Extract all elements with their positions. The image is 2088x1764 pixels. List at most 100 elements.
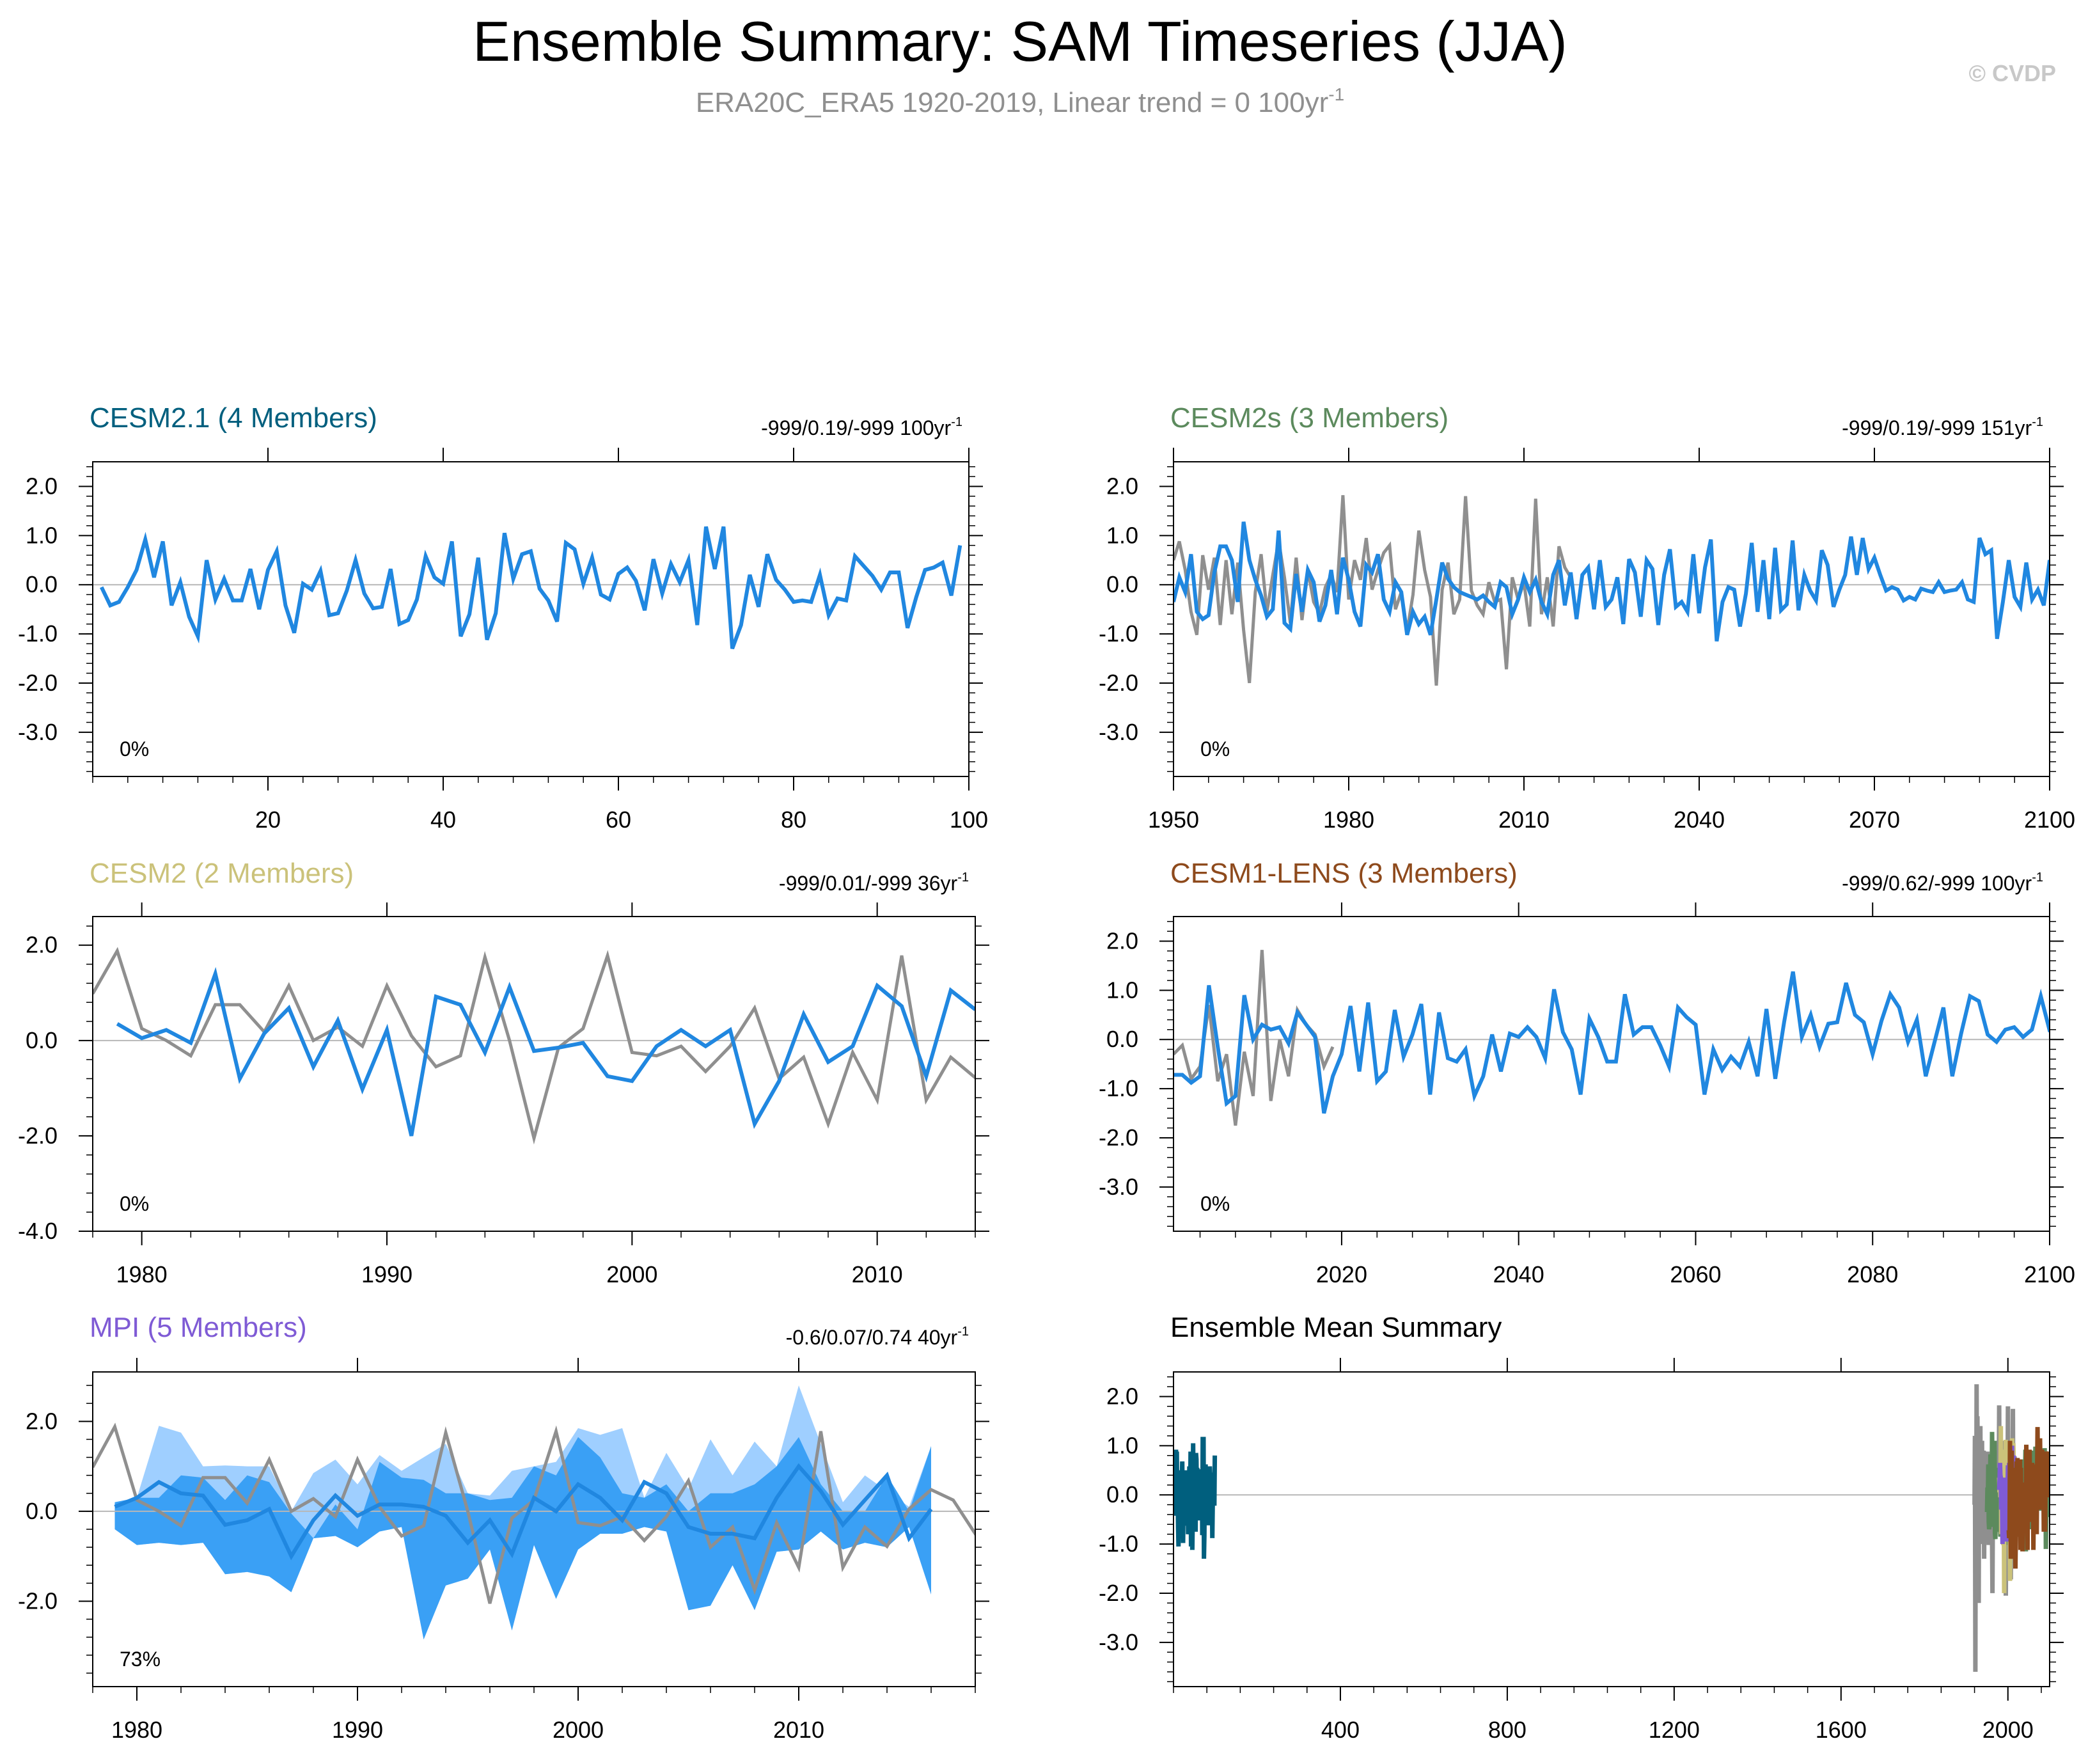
x-tick-label: 1990 <box>361 1261 412 1288</box>
panel-stats-sup: -1 <box>957 870 969 885</box>
x-tick-label: 1980 <box>111 1717 162 1743</box>
panel-title: CESM2s (3 Members) <box>1170 402 1448 434</box>
x-tick-label: 800 <box>1488 1717 1527 1743</box>
panels: CESM2.1 (4 Members) -999/0.19/-999 100yr-… <box>18 402 2075 1743</box>
x-tick-label: 1200 <box>1649 1717 1700 1743</box>
y-tick-label: 1.0 <box>1106 977 1138 1003</box>
y-tick-label: 0.0 <box>26 571 58 597</box>
series-line-ensemble-member <box>99 526 962 650</box>
panel-stats-sup: -1 <box>2032 870 2043 885</box>
figure-title: Ensemble Summary: SAM Timeseries (JJA) <box>473 10 1567 73</box>
plot-area <box>93 947 975 1145</box>
percent-label: 0% <box>1200 1192 1230 1215</box>
y-tick-label: -4.0 <box>18 1218 58 1244</box>
x-tick-label: 2060 <box>1670 1261 1721 1288</box>
x-tick-label: 1980 <box>1323 807 1374 833</box>
y-tick-label: -1.0 <box>1099 620 1138 647</box>
x-tick-label: 2040 <box>1674 807 1725 833</box>
y-tick-label: 2.0 <box>26 932 58 958</box>
y-tick-label: 2.0 <box>1106 927 1138 954</box>
y-tick-label: 1.0 <box>26 522 58 548</box>
panel-cesm1lens: CESM1-LENS (3 Members) -999/0.62/-999 100… <box>1099 858 2075 1288</box>
y-tick-label: -2.0 <box>18 1587 58 1614</box>
x-tick-label: 2000 <box>553 1717 604 1743</box>
x-tick-label: 2020 <box>1316 1261 1367 1288</box>
plot-frame <box>92 916 976 1232</box>
panel-stats-text: -999/0.19/-999 151yr <box>1842 416 2032 439</box>
percent-label: 73% <box>120 1648 161 1671</box>
y-tick-label: 1.0 <box>1106 522 1138 548</box>
y-tick-label: -3.0 <box>18 719 58 745</box>
copyright-label: © CVDP <box>1968 60 2056 86</box>
percent-label: 0% <box>120 737 149 760</box>
panel-stats-text: -999/0.01/-999 36yr <box>779 872 958 895</box>
panel-stats-text: -999/0.62/-999 100yr <box>1842 872 2032 895</box>
plot-area <box>1174 1384 2050 1672</box>
panel-stats-sup: -1 <box>951 415 962 429</box>
y-tick-label: -2.0 <box>1099 1124 1138 1151</box>
x-tick-label: 2010 <box>773 1717 824 1743</box>
x-tick-label: 60 <box>606 807 631 833</box>
panel-stats-sup: -1 <box>957 1325 969 1339</box>
panel-cesm2s: CESM2s (3 Members) -999/0.19/-999 151yr-1… <box>1099 402 2075 833</box>
plot-area <box>1174 950 2050 1126</box>
x-tick-label: 2040 <box>1493 1261 1544 1288</box>
panel-stats: -999/0.62/-999 100yr-1 <box>1842 870 2043 895</box>
panel-stats: -999/0.19/-999 151yr-1 <box>1842 415 2043 439</box>
y-tick-label: 2.0 <box>1106 473 1138 499</box>
panel-title: CESM2 (2 Members) <box>90 858 354 889</box>
panel-stats: -999/0.01/-999 36yr-1 <box>779 870 969 895</box>
panel-title: Ensemble Mean Summary <box>1170 1312 1502 1343</box>
panel-stats: -0.6/0.07/0.74 40yr-1 <box>786 1325 969 1349</box>
subtitle-text: ERA20C_ERA5 1920-2019, Linear trend = 0 … <box>696 87 1328 118</box>
x-tick-label: 40 <box>430 807 456 833</box>
plot-area <box>1174 495 2050 686</box>
plot-frame <box>1173 916 2050 1232</box>
series-line-observation <box>1174 495 1573 686</box>
x-tick-label: 1980 <box>116 1261 168 1288</box>
y-tick-label: -3.0 <box>1099 1174 1138 1200</box>
y-tick-label: -1.0 <box>1099 1531 1138 1557</box>
y-tick-label: -1.0 <box>1099 1075 1138 1101</box>
x-tick-label: 2100 <box>2024 1261 2075 1288</box>
series-line-ensemble-member <box>1174 971 2050 1114</box>
spread-band-inner <box>114 1437 931 1640</box>
figure-subtitle: ERA20C_ERA5 1920-2019, Linear trend = 0 … <box>696 84 1344 118</box>
series-line-ensemble-member <box>1174 521 2050 642</box>
series-line-ensemble-member <box>116 966 975 1137</box>
panel-mpi: MPI (5 Members) -0.6/0.07/0.74 40yr-1 2.0 0… <box>18 1312 989 1743</box>
y-tick-label: -3.0 <box>1099 1629 1138 1655</box>
panel-stats-text: -999/0.19/-999 100yr <box>761 416 951 439</box>
y-tick-label: -2.0 <box>18 670 58 696</box>
x-tick-label: 2000 <box>1982 1717 2034 1743</box>
panel-summary: Ensemble Mean Summary 2.0 1.0 0.0 -1.0 -2.0 -3… <box>1099 1312 2064 1743</box>
x-tick-label: 2010 <box>852 1261 903 1288</box>
percent-label: 0% <box>120 1192 149 1215</box>
percent-label: 0% <box>1200 737 1230 760</box>
x-tick-label: 1600 <box>1816 1717 1867 1743</box>
series-line-observation <box>93 1422 975 1604</box>
y-tick-label: -2.0 <box>1099 670 1138 696</box>
y-tick-label: 2.0 <box>1106 1383 1138 1409</box>
x-tick-label: 1990 <box>332 1717 383 1743</box>
x-tick-label: 20 <box>255 807 281 833</box>
x-tick-label: 2080 <box>1847 1261 1898 1288</box>
x-tick-label: 2070 <box>1849 807 1900 833</box>
panel-stats-sup: -1 <box>2032 415 2043 429</box>
panel-cesm21: CESM2.1 (4 Members) -999/0.19/-999 100yr-… <box>18 402 988 833</box>
panel-stats: -999/0.19/-999 100yr-1 <box>761 415 962 439</box>
panel-title: CESM1-LENS (3 Members) <box>1170 858 1518 889</box>
x-tick-label: 2010 <box>1498 807 1550 833</box>
plot-frame <box>92 461 969 777</box>
x-tick-label: 2100 <box>2024 807 2075 833</box>
y-tick-label: 0.0 <box>1106 571 1138 597</box>
y-tick-label: 2.0 <box>26 1408 58 1434</box>
y-tick-label: 2.0 <box>26 473 58 499</box>
plot-area <box>93 526 969 650</box>
x-tick-label: 2000 <box>606 1261 657 1288</box>
y-tick-label: 0.0 <box>26 1498 58 1524</box>
panel-stats-text: -0.6/0.07/0.74 40yr <box>786 1326 958 1349</box>
x-tick-label: 100 <box>950 807 988 833</box>
series-line-ensemble-mean <box>114 1463 933 1561</box>
